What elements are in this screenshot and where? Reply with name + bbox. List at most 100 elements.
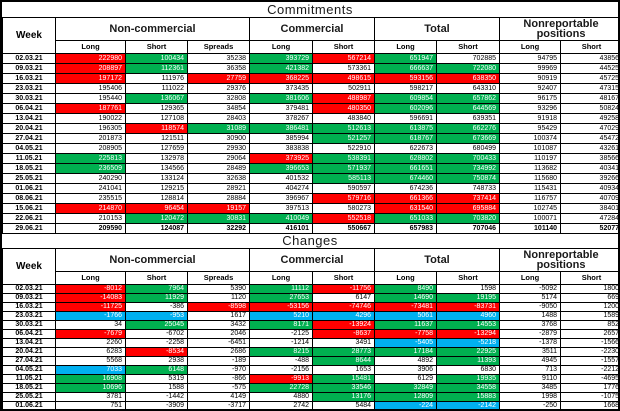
commitments-noncommercial-spreads-cell: 19157	[187, 203, 250, 214]
changes-nonreportable-short-cell: 1776	[560, 383, 618, 393]
changes-total-long-cell: 3906	[374, 365, 438, 375]
commitments-total-short-cell: 737414	[436, 193, 501, 204]
commitments-noncommercial-long-cell: 197172	[55, 73, 126, 84]
changes-week-cell: 25.05.21	[2, 392, 56, 402]
commitments-noncommercial-long-cell: 209590	[55, 223, 126, 234]
commitments-commercial-long-cell: 396653	[249, 163, 313, 174]
commitments-row: 23.03.21 195406 111022 29376 373435 502911 598…	[2, 83, 618, 94]
commitments-row: 13.04.21 190022 127108 28403 378267 483840 596…	[2, 113, 618, 124]
commitments-nonreportable-long-cell: 90919	[499, 73, 562, 84]
commitments-nonreportable-long-cell: 115431	[499, 183, 562, 194]
changes-row: 30.03.21 34 25045 3432 8171 -13924 11637 14553 3…	[2, 320, 618, 330]
commitments-noncommercial-spreads-cell: 34854	[187, 103, 250, 114]
commitments-row: 20.04.21 196305 118574 31089 386481 512613 613…	[2, 123, 618, 134]
changes-commercial-short-cell: 3491	[311, 338, 376, 348]
changes-total-long-cell: -73481	[374, 302, 438, 312]
commitments-noncommercial-long-cell: 196305	[55, 123, 126, 134]
commitments-total-short-cell: 707046	[436, 223, 501, 234]
commitments-total-long-cell: 609854	[374, 93, 438, 104]
changes-subheader-nonreportable-long: Long	[499, 271, 562, 285]
commitments-week-cell: 18.05.21	[2, 163, 56, 174]
commitments-commercial-long-cell: 393729	[249, 53, 313, 64]
changes-noncommercial-short-cell: 25045	[125, 320, 188, 330]
commitments-commercial-short-cell: 521257	[311, 133, 376, 144]
commitments-noncommercial-spreads-cell: 32638	[187, 173, 250, 184]
changes-noncommercial-long-cell: 2260	[55, 338, 126, 348]
changes-total-short-cell: 14553	[436, 320, 501, 330]
commitments-group-header-commercial: Commercial	[248, 17, 376, 41]
commitments-nonreportable-short-cell: 45725	[560, 73, 618, 84]
commitments-row: 11.05.21 225813 132978 29064 373925 538391 628…	[2, 153, 618, 164]
commitments-commercial-long-cell: 373925	[249, 153, 313, 164]
changes-commercial-long-cell: 2742	[249, 401, 313, 409]
commitments-commercial-short-cell: 538391	[311, 153, 376, 164]
changes-noncommercial-short-cell: 2938	[125, 356, 188, 366]
commitments-commercial-long-cell: 416101	[249, 223, 313, 234]
commitments-noncommercial-short-cell: 111976	[125, 73, 188, 84]
commitments-commercial-long-cell: 383838	[249, 143, 313, 154]
commitments-title: Commitments	[267, 2, 353, 17]
changes-group-header-commercial: Commercial	[248, 248, 376, 272]
commitments-total-long-cell: 674236	[374, 183, 438, 194]
commitments-noncommercial-short-cell: 118574	[125, 123, 188, 134]
changes-nonreportable-long-cell: 4945	[499, 356, 562, 366]
commitments-total-long-cell: 602096	[374, 103, 438, 114]
changes-subheader-noncommercial-short: Short	[125, 271, 188, 285]
changes-noncommercial-spreads-cell: -970	[187, 365, 250, 375]
changes-total-short-cell: -13294	[436, 329, 501, 339]
changes-week-cell: 11.05.21	[2, 374, 56, 384]
commitments-nonreportable-short-cell: 52077	[560, 223, 618, 234]
commitments-week-header: Week	[2, 17, 56, 54]
commitments-commercial-short-cell: 498615	[311, 73, 376, 84]
changes-row: 09.03.21 -14083 11929 1120 27653 6147 14690 191…	[2, 293, 618, 303]
commitments-nonreportable-long-cell: 100374	[499, 133, 562, 144]
commitments-commercial-long-cell: 385994	[249, 133, 313, 144]
commitments-week-cell: 20.04.21	[2, 123, 56, 134]
changes-commercial-long-cell: -2156	[249, 365, 313, 375]
changes-total-long-cell: 6129	[374, 374, 438, 384]
changes-commercial-short-cell: 33546	[311, 383, 376, 393]
changes-nonreportable-short-cell: -2230	[560, 347, 618, 357]
changes-group-header-nonreportable-positions: Nonreportable positions	[499, 248, 618, 272]
commitments-row: 01.06.21 241041 129215 28921 404274 590597 674…	[2, 183, 618, 194]
commitments-noncommercial-short-cell: 134566	[125, 163, 188, 174]
commitments-commercial-short-cell: 488987	[311, 93, 376, 104]
commitments-commercial-long-cell: 397513	[249, 203, 313, 214]
changes-row: 06.04.21 -7679 -6702 2046 -2125 -8637 -7758 -13…	[2, 329, 618, 339]
commitments-noncommercial-long-cell: 208905	[55, 143, 126, 154]
commitments-noncommercial-short-cell: 121511	[125, 133, 188, 144]
commitments-noncommercial-spreads-cell: 31089	[187, 123, 250, 134]
changes-nonreportable-long-cell: 713	[499, 365, 562, 375]
changes-noncommercial-spreads-cell: 2686	[187, 347, 250, 357]
commitments-noncommercial-long-cell: 201873	[55, 133, 126, 144]
commitments-commercial-short-cell: 483840	[311, 113, 376, 124]
changes-commercial-long-cell: -9913	[249, 374, 313, 384]
commitments-row: 09.03.21 208897 112361 36358 421382 573361 666…	[2, 63, 618, 74]
changes-subheader-nonreportable-short: Short	[560, 271, 618, 285]
commitments-noncommercial-spreads-cell: 32292	[187, 223, 250, 234]
commitments-nonreportable-short-cell: 38401	[560, 203, 618, 214]
changes-total-short-cell: 6830	[436, 365, 501, 375]
changes-nonreportable-short-cell: -4695	[560, 374, 618, 384]
commitments-subheader-total-short: Short	[436, 40, 501, 54]
changes-total-short-cell: 19935	[436, 374, 501, 384]
commitments-nonreportable-long-cell: 102745	[499, 203, 562, 214]
commitments-noncommercial-long-cell: 235515	[55, 193, 126, 204]
commitments-total-short-cell: 643310	[436, 83, 501, 94]
changes-week-cell: 04.05.21	[2, 365, 56, 375]
changes-noncommercial-spreads-cell: 1617	[187, 311, 250, 321]
commitments-total-short-cell: 673669	[436, 133, 501, 144]
changes-commercial-long-cell: 8215	[249, 347, 313, 357]
commitments-nonreportable-long-cell: 110197	[499, 153, 562, 164]
commitments-noncommercial-short-cell: 129365	[125, 103, 188, 114]
commitments-subheader-nonreportable-short: Short	[560, 40, 618, 54]
changes-total-long-cell: -224	[374, 401, 438, 409]
changes-week-cell: 20.04.21	[2, 347, 56, 357]
commitments-nonreportable-long-cell: 95429	[499, 123, 562, 134]
commitments-nonreportable-long-cell: 101087	[499, 143, 562, 154]
changes-noncommercial-short-cell: 6148	[125, 365, 188, 375]
changes-commercial-short-cell: -11756	[311, 284, 376, 294]
changes-week-cell: 01.06.21	[2, 401, 56, 409]
changes-noncommercial-short-cell: 5319	[125, 374, 188, 384]
commitments-commercial-long-cell: 373435	[249, 83, 313, 94]
